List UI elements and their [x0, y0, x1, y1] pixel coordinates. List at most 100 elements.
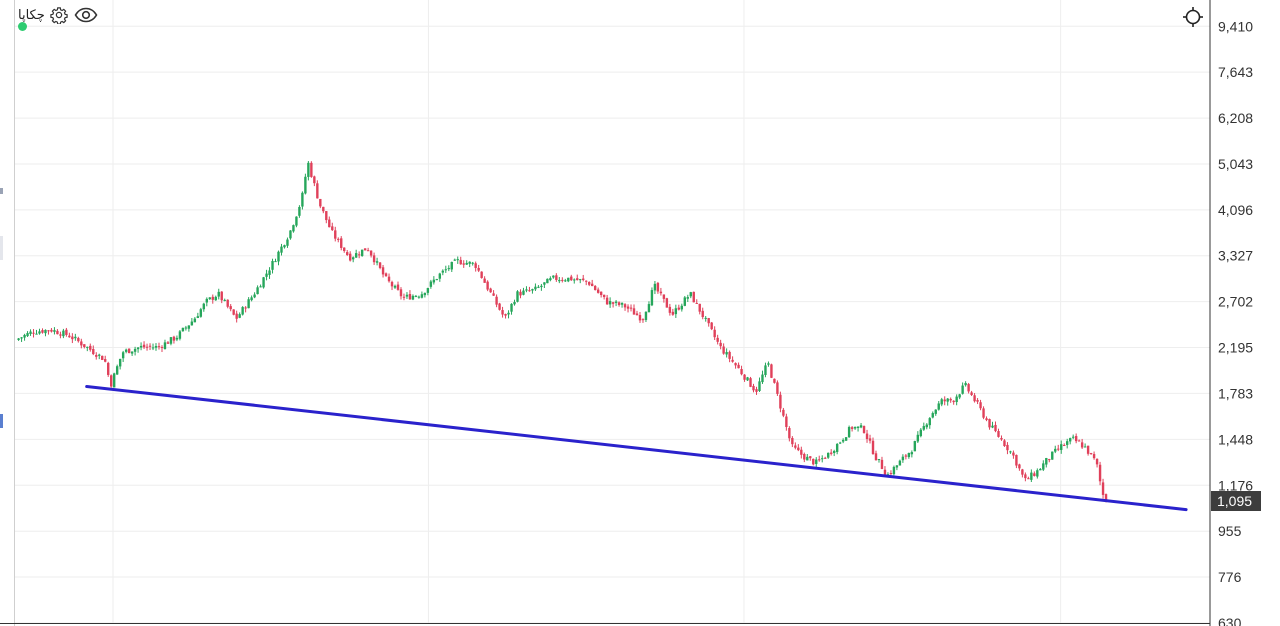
candle: [1092, 451, 1096, 460]
candle: [940, 397, 943, 407]
candle: [169, 336, 173, 346]
candle: [776, 380, 779, 396]
candle: [847, 425, 851, 438]
candle: [65, 327, 68, 337]
candle: [95, 352, 98, 360]
candle: [124, 348, 128, 354]
candle: [683, 295, 686, 307]
candle: [695, 299, 698, 304]
candle: [247, 297, 250, 309]
candle: [343, 247, 346, 253]
candle: [937, 401, 940, 411]
candle: [934, 409, 937, 416]
candle: [713, 326, 716, 341]
candle: [390, 280, 394, 291]
candle: [677, 304, 681, 311]
candle: [492, 290, 495, 296]
candle: [92, 345, 95, 356]
candle: [322, 206, 325, 214]
last-price-tag: [1211, 491, 1261, 512]
candle: [949, 397, 952, 403]
candle: [426, 287, 430, 296]
candle: [68, 332, 71, 338]
candle: [468, 261, 471, 268]
price-axis[interactable]: 9,410 7,643 6,208 5,043 4,096 3,327 2,702 2,195…: [1218, 18, 1253, 626]
candle: [250, 295, 253, 302]
candle: [301, 191, 304, 210]
candle: [86, 346, 89, 352]
candle: [590, 279, 594, 287]
candle: [892, 465, 896, 476]
candle: [1101, 478, 1105, 499]
candle: [504, 313, 507, 319]
price-tick-label: 7,643: [1218, 64, 1253, 80]
candle: [770, 363, 773, 379]
candle: [414, 294, 418, 298]
candle: [1071, 434, 1075, 440]
price-tick-label: 5,043: [1218, 156, 1253, 172]
candle: [889, 470, 893, 476]
eye-icon[interactable]: [73, 5, 99, 25]
candle: [656, 281, 660, 294]
price-tick-label: 1,783: [1218, 385, 1253, 401]
candle: [519, 289, 522, 299]
candle: [982, 406, 985, 420]
candle: [163, 339, 167, 350]
candle: [17, 337, 20, 341]
candle: [253, 292, 256, 299]
candle: [1048, 458, 1051, 463]
candle: [644, 311, 648, 323]
candle: [856, 426, 860, 432]
candle: [453, 258, 456, 261]
candle: [474, 261, 477, 272]
candle: [459, 256, 462, 265]
candle: [599, 291, 603, 298]
candle: [564, 278, 567, 282]
price-tick-label: 2,195: [1218, 340, 1253, 356]
trendline-layer[interactable]: [85, 384, 1188, 512]
candle: [1003, 439, 1006, 447]
candle: [98, 353, 101, 360]
candle: [955, 394, 958, 406]
candle: [629, 304, 633, 312]
crosshair-icon[interactable]: [1182, 6, 1204, 28]
candle: [611, 301, 615, 308]
candle: [1054, 445, 1057, 454]
candle: [659, 287, 663, 296]
candle: [241, 306, 244, 316]
candle: [408, 290, 412, 300]
candle: [175, 335, 179, 342]
candle: [1063, 443, 1066, 447]
candle: [1012, 450, 1015, 459]
candle: [1074, 433, 1078, 444]
candle: [280, 243, 283, 256]
candle: [378, 261, 382, 270]
candle: [74, 333, 77, 341]
candle: [549, 276, 552, 282]
left-edge-marker: [0, 188, 3, 194]
candle: [202, 302, 206, 312]
candle: [537, 285, 540, 289]
candle: [1077, 439, 1081, 442]
candle: [35, 329, 38, 335]
candle: [372, 252, 376, 265]
candle: [725, 348, 728, 358]
candle: [525, 286, 528, 293]
candle: [829, 449, 833, 456]
status-dot: [18, 22, 27, 31]
candle: [268, 267, 271, 279]
candle: [579, 278, 582, 284]
gear-icon[interactable]: [49, 5, 69, 25]
trendline[interactable]: [85, 384, 1188, 512]
candle: [184, 325, 188, 331]
symbol-name[interactable]: چکاپا: [18, 7, 45, 23]
price-tick-label: 630: [1218, 615, 1242, 626]
candle: [316, 180, 319, 199]
candle: [806, 454, 809, 461]
candle: [313, 175, 316, 187]
candle: [961, 382, 964, 395]
candle: [800, 446, 803, 459]
candle: [62, 328, 65, 339]
candle: [785, 413, 788, 431]
